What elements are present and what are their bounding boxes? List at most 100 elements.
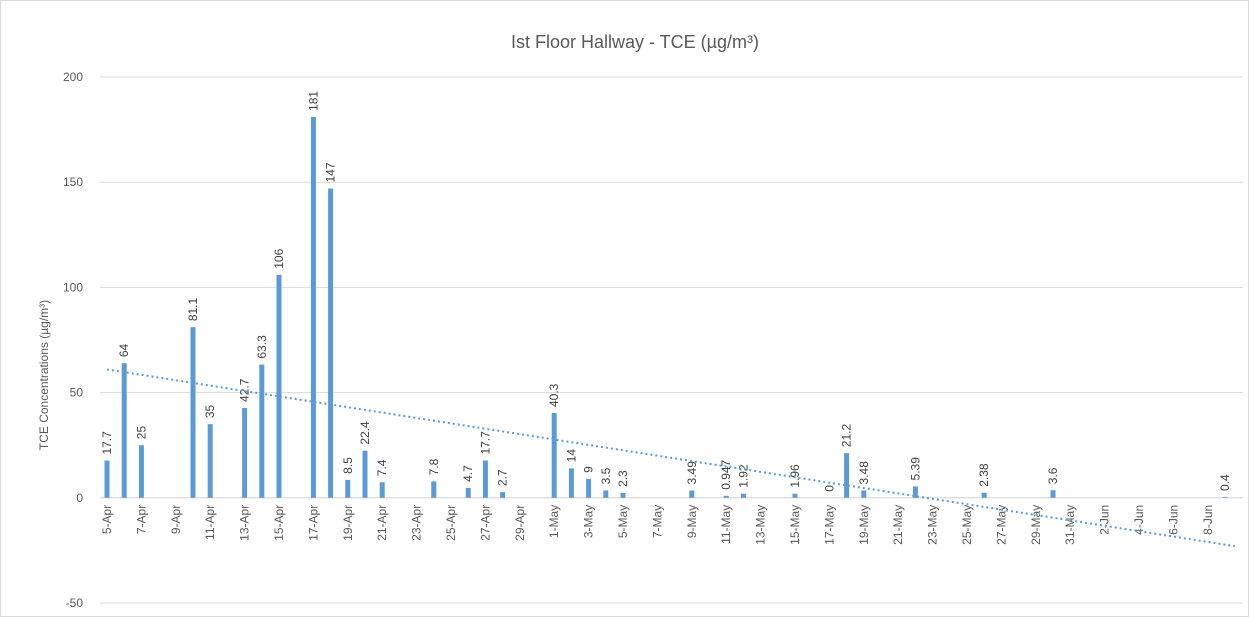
bar [121,363,127,498]
x-tick-label: 27-May [994,505,1008,545]
bar [981,492,987,498]
bar [379,482,385,498]
x-tick-label: 9-Apr [169,505,183,534]
x-tick-label: 5-Apr [100,505,114,534]
bar [207,424,213,498]
bar [792,493,798,498]
bar [1050,490,1056,498]
value-label: 3.49 [685,461,699,485]
value-label: 0 [822,485,836,492]
bar [362,450,368,498]
x-tick-label: 23-Apr [410,505,424,541]
value-label: 63.3 [255,335,269,359]
value-label: 3.6 [1046,467,1060,484]
value-label: 81.1 [186,297,200,321]
x-tick-label: 17-Apr [306,505,320,541]
value-label: 25 [134,426,148,440]
value-label: 7.8 [427,458,441,475]
value-label: 2.3 [616,470,630,487]
bar [844,453,850,498]
value-label: 14 [564,449,578,463]
bar [242,407,248,498]
value-label: 2.38 [977,463,991,487]
y-axis-label: TCE Concentrations (µg/m³) [37,300,51,450]
value-label: 4.7 [461,465,475,482]
value-label: 22.4 [358,421,372,445]
value-label: 35 [203,404,217,418]
value-label: 5.39 [908,457,922,481]
x-tick-label: 17-May [822,505,836,545]
value-label: 17.7 [478,431,492,455]
value-label: 9 [582,466,596,473]
value-label: 3.5 [599,467,613,484]
x-tick-label: 7-Apr [134,505,148,534]
bar [345,479,351,498]
x-tick-label: 27-Apr [478,505,492,541]
value-label: 17.7 [100,431,114,455]
x-tick-label: 11-May [719,505,733,544]
x-tick-label: 13-Apr [238,505,252,541]
value-label: 147 [324,162,338,182]
x-tick-label: 5-May [616,505,630,538]
x-tick-label: 21-May [891,505,905,545]
value-label: 21.2 [840,424,854,448]
value-label: 0.4 [1218,474,1232,491]
value-label: 0.947 [719,459,733,489]
y-tick-label: 100 [63,280,83,294]
value-label: 7.4 [375,459,389,476]
x-tick-label: 19-May [857,505,871,545]
bar [465,487,471,498]
bar [500,492,506,498]
trendline [106,368,1236,548]
bar [723,495,729,498]
y-tick-label: 150 [63,175,83,189]
bar [603,490,609,498]
value-label: 64 [117,343,131,357]
x-tick-label: 15-Apr [272,505,286,541]
x-tick-label: 13-May [754,505,768,545]
x-tick-label: 25-May [960,505,974,545]
bar [310,116,316,498]
bar [328,188,334,498]
x-tick-label: 9-May [685,505,699,538]
bar [740,493,746,498]
bar [482,460,488,498]
value-label: 3.48 [857,461,871,485]
y-tick-label: 200 [63,70,83,84]
y-tick-label: 50 [70,386,84,400]
x-tick-label: 29-Apr [513,505,527,541]
y-tick-label: -50 [66,596,84,610]
value-label: 8.5 [341,457,355,474]
value-label: 2.7 [496,469,510,486]
bar [689,490,695,498]
x-tick-label: 23-May [926,505,940,545]
x-tick-label: 8-Jun [1201,505,1215,535]
bar [431,481,437,498]
value-label: 181 [306,91,320,111]
x-tick-label: 29-May [1029,505,1043,545]
value-label: 106 [272,248,286,268]
bar [276,274,282,498]
bar [104,460,110,498]
value-label: 1.96 [788,464,802,488]
x-tick-label: 25-Apr [444,505,458,541]
x-tick-label: 31-May [1063,505,1077,545]
x-tick-label: 19-Apr [341,505,355,541]
value-label: 40.3 [547,383,561,407]
bar [1222,496,1228,498]
bar [568,468,574,498]
x-tick-label: 15-May [788,505,802,545]
value-label: 1.92 [736,464,750,488]
bar [586,478,592,498]
bar [620,492,626,498]
x-tick-label: 6-Jun [1166,505,1180,535]
bar [861,490,867,498]
x-tick-label: 4-Jun [1132,505,1146,535]
bar [551,413,557,498]
bar [190,327,196,498]
bar [138,445,144,498]
x-tick-label: 7-May [650,505,664,538]
bar [259,364,265,498]
